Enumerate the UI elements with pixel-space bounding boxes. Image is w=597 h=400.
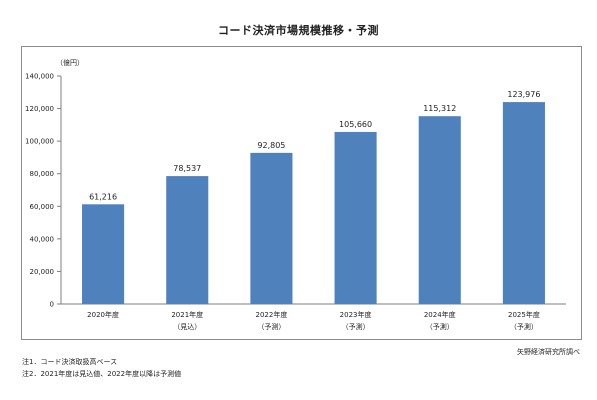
y-tick-label: 140,000 xyxy=(25,73,54,81)
source-credit: 矢野経済研究所調べ xyxy=(517,348,580,356)
y-tick-label: 40,000 xyxy=(30,235,55,243)
data-label: 92,805 xyxy=(257,141,285,150)
chart-frame: （億円） 0 20,000 40,000 60,000 80,000 100,000 120,… xyxy=(21,46,582,340)
x-tick-label: 2020年度 xyxy=(87,310,119,319)
bar xyxy=(250,152,293,304)
data-label: 105,660 xyxy=(339,120,372,129)
footnote-2: 注2．2021年度は見込値、2022年度以降は予測値 xyxy=(22,370,182,378)
x-tick-sublabel: （予測） xyxy=(426,322,454,331)
data-label: 61,216 xyxy=(89,192,117,201)
y-tick-label: 80,000 xyxy=(30,170,55,178)
y-tick-label: 100,000 xyxy=(25,138,54,146)
x-tick-label: 2025年度 xyxy=(508,310,540,319)
bar xyxy=(418,116,461,304)
bar xyxy=(82,204,125,304)
bar xyxy=(166,176,209,304)
chart-title: コード決済市場規模推移・予測 xyxy=(218,24,379,37)
y-axis-unit-label: （億円） xyxy=(56,58,84,67)
x-tick-label: 2023年度 xyxy=(340,310,372,319)
data-label: 123,976 xyxy=(507,90,540,99)
x-tick-sublabel: （見込） xyxy=(173,322,201,331)
y-tick-label: 120,000 xyxy=(25,105,54,113)
bar xyxy=(502,102,545,305)
bar xyxy=(334,131,377,304)
x-tick-sublabel: （予測） xyxy=(257,322,285,331)
y-tick-label: 0 xyxy=(50,301,54,309)
data-label: 115,312 xyxy=(423,104,456,113)
x-tick-sublabel: （予測） xyxy=(342,322,370,331)
y-tick-label: 20,000 xyxy=(30,268,55,276)
footnote-1: 注1．コード決済取扱高ベース xyxy=(22,358,118,366)
y-tick-label: 60,000 xyxy=(30,203,55,211)
x-tick-label: 2022年度 xyxy=(256,310,288,319)
bar-chart: （億円） 0 20,000 40,000 60,000 80,000 100,000 120,… xyxy=(25,58,566,331)
data-label: 78,537 xyxy=(173,164,201,173)
x-tick-sublabel: （予測） xyxy=(510,322,538,331)
x-tick-label: 2021年度 xyxy=(171,310,203,319)
x-tick-label: 2024年度 xyxy=(424,310,456,319)
